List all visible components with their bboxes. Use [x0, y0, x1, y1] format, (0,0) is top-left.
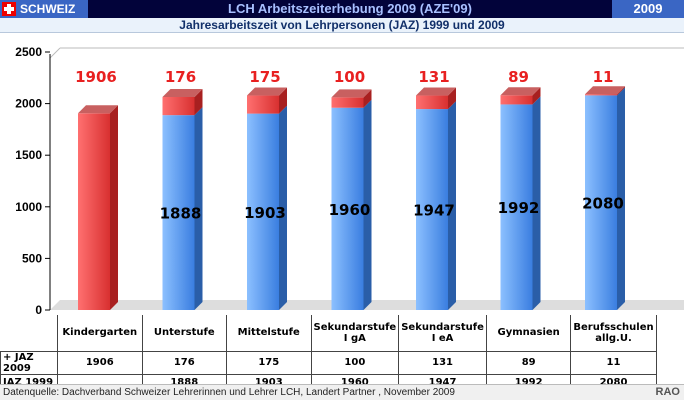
data-label-jaz1999: 1947	[413, 202, 455, 220]
category-label: Berufsschulen	[573, 321, 654, 333]
bar-jaz1999	[162, 115, 195, 310]
bar-jaz1999	[500, 104, 533, 310]
data-table: Kindergarten Unterstufe Mittelstufe Sekunda…	[0, 315, 657, 391]
data-label-jaz1999: 1992	[498, 199, 540, 217]
brand-label: RAO	[655, 386, 680, 398]
table-cell-plus2009: 89	[485, 350, 572, 375]
top-edge	[49, 47, 61, 59]
bar-plus2009-side	[617, 86, 625, 96]
bar-jaz1999-side	[617, 87, 625, 311]
bar-jaz1999	[585, 95, 617, 311]
data-label-jaz1999: 1903	[244, 204, 286, 222]
y-tick-label: 0	[35, 303, 42, 316]
source-note: Datenquelle: Dachverband Schweizer Lehre…	[3, 387, 455, 398]
bar-plus2009-side	[448, 87, 456, 110]
category-label: Mittelstufe	[237, 327, 300, 339]
country-badge: SCHWEIZ	[0, 0, 88, 18]
chart-subtitle: Jahresarbeitszeit von Lehrpersonen (JAZ)…	[0, 18, 684, 33]
data-label-jaz1999: 1888	[160, 205, 202, 223]
bar-plus2009-side	[532, 87, 541, 105]
bar-plus2009-side	[363, 89, 372, 108]
bar-plus2009-top	[585, 86, 625, 95]
category-label: Kindergarten	[62, 327, 138, 339]
table-cell-plus2009: 1906	[57, 350, 143, 375]
bar-plus2009	[500, 95, 533, 105]
data-label-plus2009: 89	[508, 68, 529, 86]
bar-jaz1999-side	[448, 101, 456, 310]
bar-plus2009	[162, 96, 195, 116]
bar-plus2009-top	[162, 88, 203, 97]
data-label-jaz1999: 2080	[582, 195, 624, 213]
bar-plus2009	[331, 97, 364, 108]
y-tick-label: 2000	[15, 97, 42, 111]
table-cell-plus2009: 11	[570, 350, 657, 375]
category-label: I eA	[431, 332, 454, 344]
bar-plus2009-side	[194, 88, 203, 116]
table-cell-plus2009: 100	[310, 350, 400, 375]
data-label-plus2009: 100	[334, 68, 365, 86]
bar-jaz1999	[247, 113, 279, 310]
bar-jaz1999-side	[194, 107, 203, 310]
header-year: 2009	[612, 0, 684, 18]
category-label: allg.U.	[595, 332, 632, 344]
bar-plus2009-top	[416, 87, 456, 96]
data-label-jaz1999: 1960	[329, 201, 371, 219]
y-tick-label: 1500	[15, 148, 42, 162]
data-label-plus2009: 11	[593, 68, 614, 86]
category-header: Kindergarten	[57, 315, 143, 352]
data-label-plus2009: 1906	[75, 68, 117, 86]
y-tick-label: 2500	[15, 45, 42, 59]
bar-jaz1999-side	[532, 96, 541, 310]
data-label-plus2009: 176	[165, 68, 196, 86]
bar-plus2009-side	[110, 105, 118, 310]
bar-plus2009	[78, 113, 110, 310]
bar-plus2009-top	[331, 89, 372, 98]
y-tick-label: 1000	[15, 200, 42, 214]
bar-jaz1999-side	[279, 105, 287, 310]
category-label: Sekundarstufe	[401, 321, 484, 333]
bar-plus2009	[247, 95, 279, 114]
row-label-plus2009: + JAZ 2009	[0, 350, 58, 375]
bar-chart: 0 500 1000 1500 2000 2500 1906 1888 176 1903 175 19…	[15, 45, 684, 316]
header-title: LCH Arbeitszeiterhebung 2009 (AZE'09)	[228, 1, 472, 16]
y-tick-label: 500	[22, 251, 42, 265]
bar-plus2009-top	[247, 87, 287, 96]
bar-jaz1999	[416, 109, 448, 310]
bar-plus2009	[416, 95, 448, 110]
category-header: Sekundarstufe I gA	[310, 315, 400, 352]
bar-jaz1999	[331, 107, 364, 310]
swiss-flag-icon	[2, 2, 16, 16]
footer: Datenquelle: Dachverband Schweizer Lehre…	[0, 384, 684, 400]
bar-jaz1999-side	[363, 99, 372, 310]
category-header: Berufsschulen allg.U.	[570, 315, 657, 352]
data-label-plus2009: 175	[249, 68, 280, 86]
bar-plus2009-top	[78, 105, 118, 114]
category-label: I gA	[343, 332, 366, 344]
category-label: Unterstufe	[153, 327, 215, 339]
bar-plus2009	[585, 94, 617, 96]
category-header: Unterstufe	[141, 315, 227, 352]
data-label-plus2009: 131	[418, 68, 449, 86]
table-cell-plus2009: 176	[141, 350, 227, 375]
table-cell-plus2009: 131	[398, 350, 487, 375]
bar-plus2009-top	[500, 87, 541, 96]
bar-plus2009-side	[279, 87, 287, 114]
country-label: SCHWEIZ	[20, 2, 76, 16]
table-cell-plus2009: 175	[226, 350, 312, 375]
category-header: Sekundarstufe I eA	[398, 315, 487, 352]
header-bar: SCHWEIZ LCH Arbeitszeiterhebung 2009 (AZ…	[0, 0, 684, 18]
category-label: Gymnasien	[497, 327, 560, 339]
category-header: Gymnasien	[485, 315, 572, 352]
category-label: Sekundarstufe	[313, 321, 397, 333]
category-header: Mittelstufe	[226, 315, 312, 352]
